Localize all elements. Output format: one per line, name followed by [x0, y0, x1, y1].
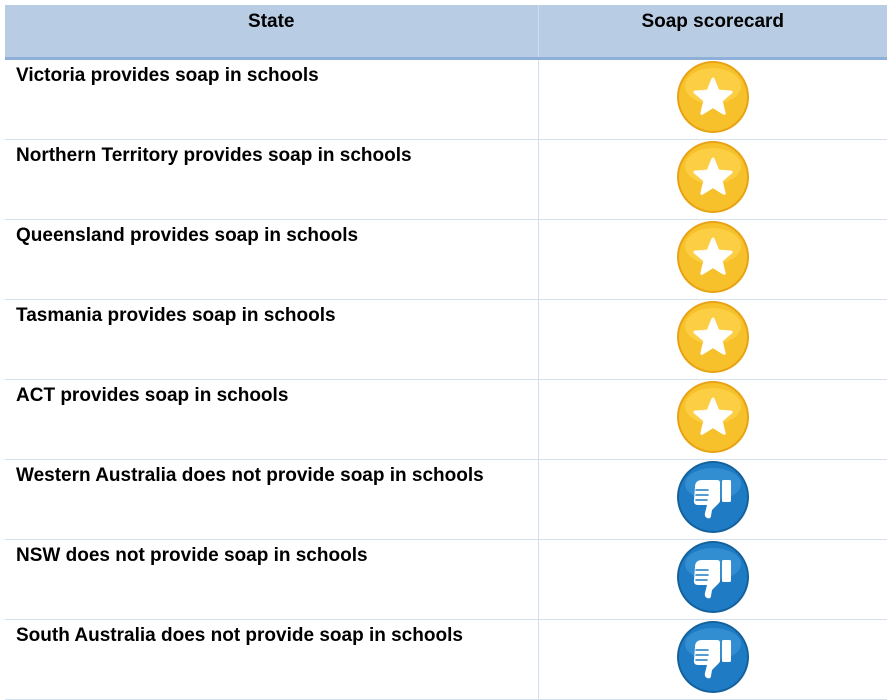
score-cell: [538, 459, 887, 540]
scorecard-column-header: Soap scorecard: [538, 5, 887, 59]
score-cell: [538, 379, 887, 460]
score-cell: [538, 58, 887, 140]
state-cell: ACT provides soap in schools: [5, 379, 539, 460]
soap-scorecard-table-wrapper: State Soap scorecard Victoria provides s…: [5, 5, 887, 700]
table-row: Queensland provides soap in schools: [5, 219, 887, 300]
table-row: NSW does not provide soap in schools: [5, 539, 887, 620]
table-row: South Australia does not provide soap in…: [5, 619, 887, 700]
score-cell: [538, 539, 887, 620]
table-row: Northern Territory provides soap in scho…: [5, 139, 887, 220]
state-cell: NSW does not provide soap in schools: [5, 539, 539, 620]
state-cell: Queensland provides soap in schools: [5, 219, 539, 300]
state-cell: Western Australia does not provide soap …: [5, 459, 539, 540]
state-label: Western Australia does not provide soap …: [16, 465, 484, 486]
state-cell: Northern Territory provides soap in scho…: [5, 139, 539, 220]
state-cell: Tasmania provides soap in schools: [5, 299, 539, 380]
state-column-header: State: [5, 5, 539, 59]
state-label: Victoria provides soap in schools: [16, 65, 319, 86]
table-row: ACT provides soap in schools: [5, 379, 887, 460]
state-label: Northern Territory provides soap in scho…: [16, 145, 412, 166]
thumbs-down-icon: [676, 460, 750, 534]
score-cell: [538, 139, 887, 220]
star-icon: [676, 60, 750, 134]
state-label: Tasmania provides soap in schools: [16, 305, 336, 326]
state-label: NSW does not provide soap in schools: [16, 545, 368, 566]
state-label: South Australia does not provide soap in…: [16, 625, 463, 646]
star-icon: [676, 220, 750, 294]
table-header-row: State Soap scorecard: [5, 5, 887, 59]
state-cell: Victoria provides soap in schools: [5, 58, 539, 140]
score-cell: [538, 619, 887, 700]
star-icon: [676, 380, 750, 454]
state-label: ACT provides soap in schools: [16, 385, 289, 406]
soap-scorecard-table: State Soap scorecard Victoria provides s…: [5, 5, 887, 700]
score-cell: [538, 219, 887, 300]
state-label: Queensland provides soap in schools: [16, 225, 359, 246]
table-row: Victoria provides soap in schools: [5, 58, 887, 140]
table-row: Western Australia does not provide soap …: [5, 459, 887, 540]
state-cell: South Australia does not provide soap in…: [5, 619, 539, 700]
score-cell: [538, 299, 887, 380]
thumbs-down-icon: [676, 620, 750, 694]
star-icon: [676, 140, 750, 214]
table-row: Tasmania provides soap in schools: [5, 299, 887, 380]
thumbs-down-icon: [676, 540, 750, 614]
star-icon: [676, 300, 750, 374]
